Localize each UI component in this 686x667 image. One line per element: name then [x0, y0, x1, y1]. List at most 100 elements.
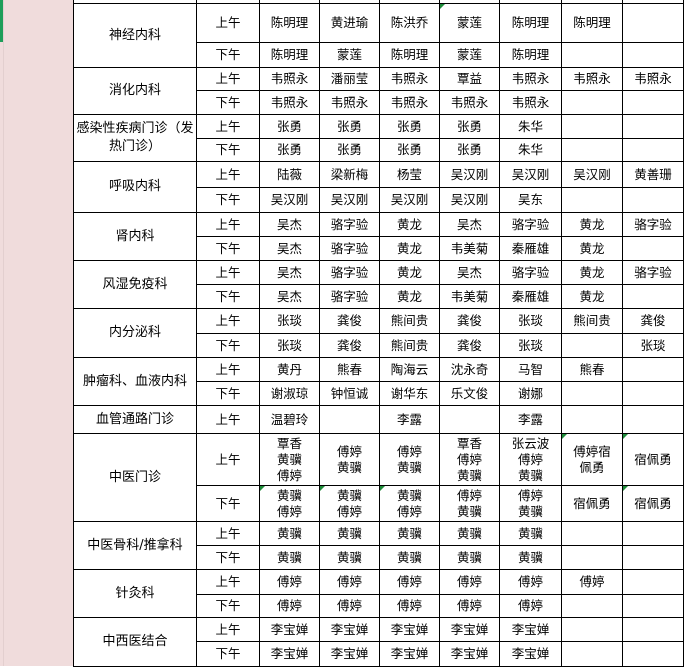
session-cell[interactable]: 上午	[196, 308, 260, 334]
doctor-cell[interactable]: 骆字验	[319, 284, 380, 309]
session-cell[interactable]: 下午	[196, 90, 260, 115]
doctor-cell[interactable]: 黄骥	[319, 521, 380, 546]
doctor-cell[interactable]	[561, 187, 623, 213]
session-cell[interactable]: 下午	[196, 187, 260, 213]
doctor-cell[interactable]: 张勇	[319, 114, 380, 139]
doctor-cell[interactable]: 李宝婵	[319, 617, 380, 642]
doctor-cell[interactable]: 吴汉刚	[439, 161, 500, 188]
session-cell[interactable]: 上午	[196, 161, 260, 188]
department-name[interactable]: 呼吸内科	[73, 161, 197, 213]
session-cell[interactable]: 下午	[196, 485, 260, 522]
doctor-cell[interactable]: 宿佩勇	[622, 433, 684, 486]
doctor-cell[interactable]: 黄龙	[561, 284, 623, 309]
doctor-cell[interactable]: 张琰	[259, 333, 320, 358]
doctor-cell[interactable]: 黄骥	[499, 521, 562, 546]
doctor-cell[interactable]: 朱华	[499, 138, 562, 162]
doctor-cell[interactable]	[561, 405, 623, 434]
doctor-cell[interactable]	[622, 381, 684, 406]
doctor-cell[interactable]: 韦照永	[379, 67, 440, 91]
department-name[interactable]: 中医骨科/推拿科	[73, 521, 197, 570]
doctor-cell[interactable]	[622, 545, 684, 570]
session-cell[interactable]: 上午	[196, 114, 260, 139]
doctor-cell[interactable]: 李宝婵	[499, 641, 562, 667]
doctor-cell[interactable]: 龚俊	[439, 308, 500, 334]
doctor-cell[interactable]: 吴杰	[259, 212, 320, 237]
session-cell[interactable]: 上午	[196, 357, 260, 382]
doctor-cell[interactable]: 韦照永	[499, 67, 562, 91]
doctor-cell[interactable]	[622, 138, 684, 162]
doctor-cell[interactable]: 黄骥 傅婷	[319, 485, 380, 522]
session-cell[interactable]: 下午	[196, 594, 260, 618]
session-cell[interactable]: 上午	[196, 433, 260, 486]
doctor-cell[interactable]: 骆字验	[622, 212, 684, 237]
doctor-cell[interactable]: 傅婷	[319, 569, 380, 595]
doctor-cell[interactable]: 傅婷	[379, 594, 440, 618]
doctor-cell[interactable]: 蒙莲	[439, 42, 500, 68]
doctor-cell[interactable]: 秦雁雄	[499, 284, 562, 309]
doctor-cell[interactable]: 吴杰	[259, 260, 320, 285]
session-cell[interactable]: 下午	[196, 333, 260, 358]
doctor-cell[interactable]: 傅婷	[439, 594, 500, 618]
doctor-cell[interactable]: 骆字验	[499, 212, 562, 237]
doctor-cell[interactable]: 傅婷	[499, 594, 562, 618]
session-cell[interactable]: 下午	[196, 42, 260, 68]
doctor-cell[interactable]: 乐文俊	[439, 381, 500, 406]
doctor-cell[interactable]: 钟恒诚	[319, 381, 380, 406]
session-cell[interactable]: 下午	[196, 381, 260, 406]
doctor-cell[interactable]: 朱华	[499, 114, 562, 139]
doctor-cell[interactable]: 吴汉刚	[259, 187, 320, 213]
department-name[interactable]: 风湿免疫科	[73, 260, 197, 309]
doctor-cell[interactable]: 覃香 傅婷 黄骥	[439, 433, 500, 486]
doctor-cell[interactable]	[561, 521, 623, 546]
department-name[interactable]: 中医门诊	[73, 433, 197, 522]
doctor-cell[interactable]: 韦照永	[561, 67, 623, 91]
doctor-cell[interactable]: 熊间贵	[379, 308, 440, 334]
doctor-cell[interactable]: 傅婷 黄骥	[439, 485, 500, 522]
doctor-cell[interactable]: 蒙莲	[439, 3, 500, 43]
doctor-cell[interactable]: 龚俊	[319, 333, 380, 358]
doctor-cell[interactable]	[622, 90, 684, 115]
doctor-cell[interactable]: 黄龙	[379, 260, 440, 285]
session-cell[interactable]: 下午	[196, 545, 260, 570]
doctor-cell[interactable]: 熊春	[561, 357, 623, 382]
doctor-cell[interactable]: 黄骥	[259, 521, 320, 546]
doctor-cell[interactable]: 覃益	[439, 67, 500, 91]
doctor-cell[interactable]: 黄进瑜	[319, 3, 380, 43]
doctor-cell[interactable]: 韦照永	[259, 90, 320, 115]
doctor-cell[interactable]	[439, 405, 500, 434]
session-cell[interactable]: 上午	[196, 212, 260, 237]
doctor-cell[interactable]	[561, 333, 623, 358]
doctor-cell[interactable]: 吴杰	[439, 212, 500, 237]
doctor-cell[interactable]: 熊间贵	[379, 333, 440, 358]
doctor-cell[interactable]: 黄骥 傅婷	[379, 485, 440, 522]
doctor-cell[interactable]: 韦美菊	[439, 284, 500, 309]
doctor-cell[interactable]	[622, 236, 684, 261]
doctor-cell[interactable]: 龚俊	[622, 308, 684, 334]
doctor-cell[interactable]: 骆字验	[319, 236, 380, 261]
doctor-cell[interactable]: 温碧玲	[259, 405, 320, 434]
doctor-cell[interactable]	[622, 42, 684, 68]
doctor-cell[interactable]: 黄骥	[439, 545, 500, 570]
doctor-cell[interactable]	[561, 42, 623, 68]
doctor-cell[interactable]: 宿佩勇	[561, 485, 623, 522]
doctor-cell[interactable]: 傅婷	[439, 569, 500, 595]
doctor-cell[interactable]: 杨莹	[379, 161, 440, 188]
department-name[interactable]: 消化内科	[73, 67, 197, 115]
doctor-cell[interactable]: 李宝婵	[499, 617, 562, 642]
doctor-cell[interactable]: 李宝婵	[259, 641, 320, 667]
doctor-cell[interactable]: 陈洪乔	[379, 3, 440, 43]
doctor-cell[interactable]: 张勇	[439, 138, 500, 162]
doctor-cell[interactable]: 韦照永	[622, 67, 684, 91]
session-cell[interactable]: 上午	[196, 3, 260, 43]
doctor-cell[interactable]	[319, 405, 380, 434]
doctor-cell[interactable]: 吴汉刚	[379, 187, 440, 213]
doctor-cell[interactable]: 吴东	[499, 187, 562, 213]
session-cell[interactable]: 上午	[196, 67, 260, 91]
session-cell[interactable]: 上午	[196, 521, 260, 546]
department-name[interactable]: 针灸科	[73, 569, 197, 618]
doctor-cell[interactable]: 黄龙	[379, 284, 440, 309]
department-name[interactable]: 血管通路门诊	[73, 405, 197, 434]
doctor-cell[interactable]: 谢华东	[379, 381, 440, 406]
doctor-cell[interactable]: 宿佩勇	[622, 485, 684, 522]
doctor-cell[interactable]: 吴杰	[259, 284, 320, 309]
